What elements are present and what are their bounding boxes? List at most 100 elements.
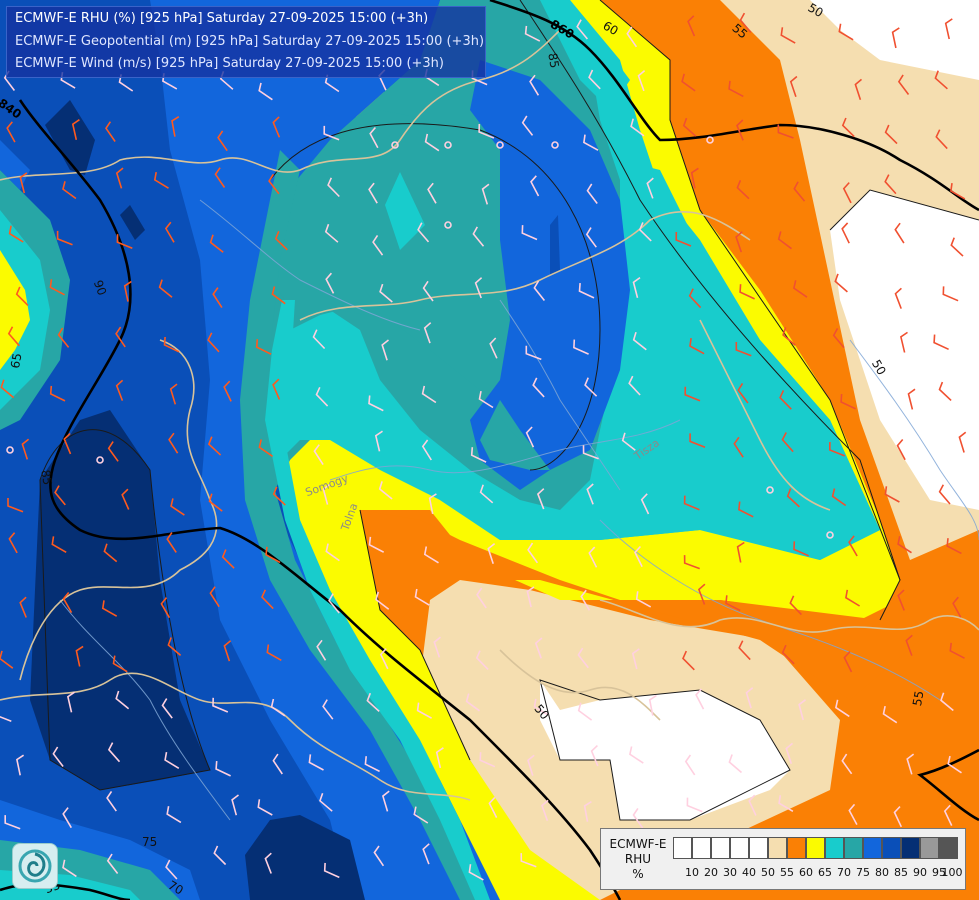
wind-barb — [689, 337, 705, 355]
wind-barb — [728, 754, 743, 774]
wind-barb — [792, 280, 808, 298]
wind-barb — [379, 283, 393, 303]
contour-label-60: 60 — [600, 18, 620, 38]
wind-barb — [470, 447, 487, 463]
wind-barb — [416, 702, 432, 719]
wind-barb — [223, 640, 232, 662]
rhu-90-navy-north — [45, 100, 95, 175]
wind-barb — [527, 754, 535, 776]
wind-barb — [521, 115, 534, 136]
wind-barb — [435, 747, 444, 769]
wind-barb — [675, 231, 692, 247]
rhu-85-navy-sliver — [550, 215, 560, 275]
wind-barb — [682, 117, 697, 137]
wind-barb — [115, 690, 130, 710]
wind-barb — [737, 382, 749, 404]
wind-barb — [221, 549, 235, 569]
wind-barb — [524, 25, 541, 42]
wind-barb — [893, 806, 903, 828]
wind-barb — [0, 379, 15, 399]
wind-barb — [421, 385, 437, 404]
wind-barb — [897, 74, 910, 95]
legend-tick: 30 — [723, 866, 737, 879]
wind-barb — [75, 645, 84, 667]
wind-barb — [258, 82, 273, 101]
legend-tick: 75 — [856, 866, 870, 879]
wind-barb — [586, 183, 598, 204]
contour-label-70: 70 — [166, 878, 186, 898]
wind-barb — [0, 650, 14, 669]
wind-barb — [479, 752, 496, 768]
wind-barb — [634, 545, 643, 568]
wind-barb — [896, 438, 906, 461]
wind-barb — [312, 329, 326, 350]
wind-barb — [424, 133, 440, 152]
wind-barb — [105, 121, 116, 142]
wind-barb — [103, 543, 118, 563]
rhu-70-cyan-island — [385, 172, 425, 250]
wind-barb — [160, 597, 171, 619]
wind-barb — [481, 183, 490, 205]
wind-barb — [66, 691, 75, 713]
wind-barb — [327, 177, 340, 198]
calm-wind-marker — [444, 141, 452, 149]
wind-barb — [949, 642, 965, 659]
wind-barb — [325, 543, 340, 562]
wind-barb — [101, 600, 118, 617]
wind-barb — [19, 172, 28, 194]
wind-barb — [906, 753, 915, 775]
wind-barb — [632, 331, 647, 351]
wind-barb — [526, 586, 535, 608]
wind-barb — [374, 430, 383, 452]
wind-barb — [21, 438, 30, 460]
wind-barb — [777, 124, 794, 139]
wind-barb — [843, 651, 853, 673]
wind-barb — [170, 498, 185, 516]
legend-unit: % — [632, 867, 644, 881]
calm-wind-marker — [826, 531, 834, 539]
wind-barb — [417, 222, 430, 243]
legend-label: ECMWF-E RHU % — [605, 837, 671, 882]
wind-barb — [54, 485, 66, 506]
legend-tick: 100 — [941, 866, 963, 879]
wind-barb — [478, 123, 495, 139]
wind-barb — [0, 715, 12, 722]
wind-barb — [640, 493, 650, 515]
wind-barb — [372, 234, 384, 256]
wind-barb — [62, 859, 77, 878]
wind-barb — [375, 591, 390, 610]
wind-barb — [207, 332, 220, 353]
wind-barb — [213, 845, 227, 866]
wind-barb — [532, 377, 545, 398]
wind-barb — [958, 431, 967, 453]
rhu-90-navy-west — [30, 410, 210, 790]
wind-barb — [736, 541, 745, 563]
wind-barb — [15, 286, 29, 306]
wind-barb — [158, 279, 173, 298]
wind-barb — [590, 745, 599, 767]
wind-barb — [527, 542, 539, 564]
title-geopotential: ECMWF-E Geopotential (m) [925 hPa] Satur… — [15, 34, 485, 49]
wind-barb — [323, 125, 340, 141]
rhu-80-blue-west — [150, 0, 500, 900]
wind-barb — [785, 742, 794, 764]
wind-barb — [583, 134, 599, 151]
wind-barb — [684, 754, 696, 776]
wind-barb — [838, 23, 854, 41]
wind-barb — [738, 501, 754, 518]
wind-barb — [580, 589, 591, 611]
legend-swatch — [920, 837, 939, 859]
wind-barb — [793, 181, 806, 202]
wind-barb — [323, 862, 340, 879]
wind-barb — [423, 322, 432, 344]
wind-barb — [6, 121, 16, 143]
wind-barb — [223, 380, 232, 402]
wind-barb — [950, 182, 966, 200]
wind-barb — [212, 697, 229, 713]
wind-barb — [325, 272, 335, 294]
wind-barb — [683, 555, 700, 570]
wind-barb — [171, 116, 180, 137]
wind-barb — [946, 538, 962, 555]
legend-swatch — [901, 837, 920, 859]
